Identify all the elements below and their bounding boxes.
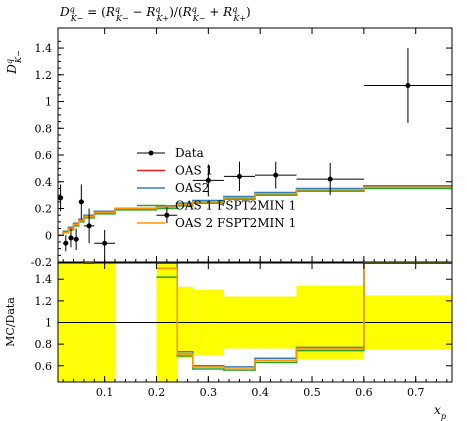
data-point (94, 229, 116, 257)
data-point (156, 207, 178, 224)
ratio-y-tick-label: 1.2 (35, 295, 53, 308)
x-axis-label: xp (434, 403, 446, 421)
data-marker (236, 173, 242, 179)
chart-title: Dq K− = (Rq K− − Rq K+)/(Rq K− + Rq K+) (59, 5, 251, 23)
y-axis-label: DqK− (5, 50, 23, 74)
main-frame (57, 27, 453, 263)
legend: Data OAS 1 OAS2 OAS 1 FSPT2MIN 1 OAS 2 FSPT2… (137, 146, 296, 230)
data-marker (327, 176, 333, 182)
y-tick-label: 0.4 (35, 176, 53, 189)
x-tick-label: 0.7 (407, 386, 425, 399)
mc-histogram-3 (58, 187, 452, 237)
data-marker (68, 235, 74, 241)
y-tick-label: 1.2 (35, 69, 53, 82)
ratio-y-tick-label: 1 (45, 317, 52, 330)
x-tick-label: 0.3 (200, 386, 218, 399)
x-tick-label: 0.4 (251, 386, 269, 399)
data-point (63, 235, 69, 252)
legend-label: OAS 2 FSPT2MIN 1 (175, 216, 296, 230)
ratio-panel: 0.6 0.8 1 1.2 1.4 0.1 0.2 0.3 0.4 0.5 0.6 0.7 (35, 262, 453, 399)
x-tick-label: 0.2 (148, 386, 166, 399)
legend-label: OAS2 (175, 181, 209, 195)
data-marker (58, 195, 64, 201)
data-point (223, 161, 255, 192)
data-point (78, 184, 84, 220)
ratio-y-tick-label: 1.4 (35, 273, 53, 286)
legend-entry: OAS2 (137, 181, 209, 195)
data-point (68, 228, 74, 248)
ratio-y-axis-label: MC/Data (4, 297, 17, 347)
legend-entry: OAS 1 (137, 164, 213, 178)
ratio-y-tick-label: 0.6 (35, 360, 53, 373)
data-point (73, 228, 79, 250)
y-tick-label: 0.2 (35, 203, 53, 216)
data-marker (205, 177, 211, 183)
data-marker (73, 236, 79, 242)
x-tick-label: 0.1 (96, 386, 114, 399)
data-marker (164, 212, 170, 218)
data-point (192, 164, 224, 197)
y-tick-label: 0.8 (35, 122, 53, 135)
data-marker (78, 199, 84, 205)
data-marker (63, 240, 69, 246)
data-point (296, 163, 364, 196)
data-point (83, 208, 95, 244)
data-marker (86, 223, 92, 229)
main-panel: -0.2 0 0.2 0.4 0.6 0.8 1 1.2 1.4 (31, 27, 453, 269)
legend-entry: OAS 1 FSPT2MIN 1 (137, 199, 296, 213)
y-tick-label: 1.4 (35, 42, 53, 55)
legend-label: OAS 1 (175, 164, 213, 178)
data-marker (405, 82, 411, 88)
legend-swatch-data-marker (148, 150, 154, 156)
x-tick-label: 0.5 (303, 386, 321, 399)
legend-label: Data (175, 146, 204, 160)
legend-entry: Data (137, 146, 204, 160)
data-marker (273, 172, 279, 178)
legend-label: OAS 1 FSPT2MIN 1 (175, 199, 296, 213)
y-tick-label: 0 (45, 229, 52, 242)
y-tick-label: 0.6 (35, 149, 53, 162)
y-tick-label: 1 (45, 96, 52, 109)
y-tick-label: -0.2 (31, 256, 52, 269)
data-marker (102, 240, 108, 246)
data-point (363, 48, 452, 123)
mc-histogram-4 (58, 186, 452, 237)
ratio-y-tick-label: 0.8 (35, 338, 53, 351)
x-tick-label: 0.6 (355, 386, 373, 399)
legend-entry: OAS 2 FSPT2MIN 1 (137, 216, 296, 230)
data-point (255, 161, 297, 189)
